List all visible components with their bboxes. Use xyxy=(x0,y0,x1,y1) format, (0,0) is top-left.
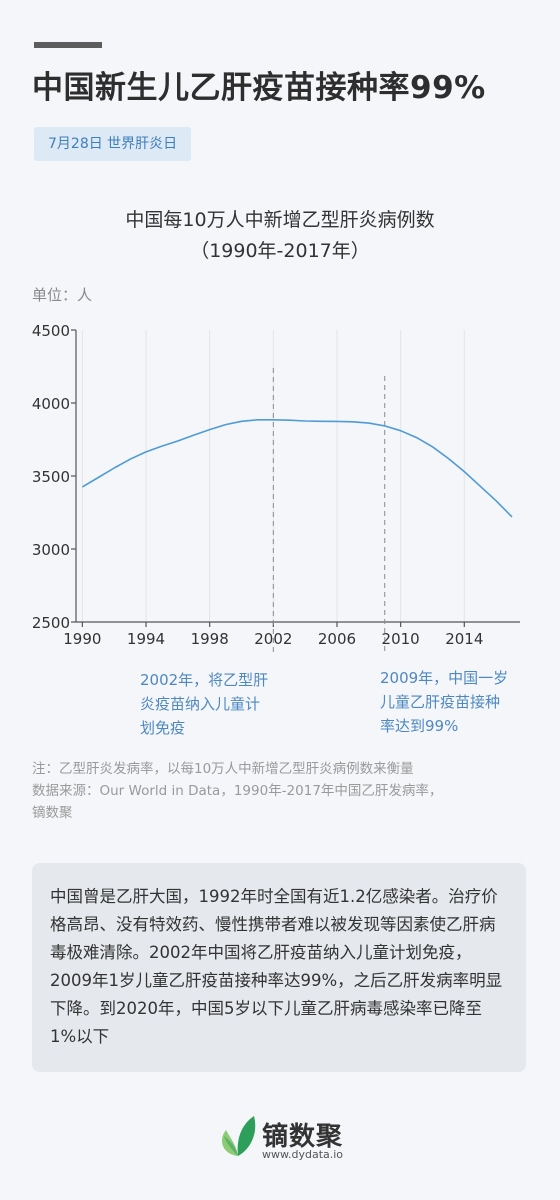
chart-subtitle: （1990年-2017年） xyxy=(190,240,370,262)
y-tick-label: 3000 xyxy=(32,541,70,559)
chart-title: 中国每10万人中新增乙型肝炎病例数 xyxy=(125,209,435,231)
y-tick-label: 4500 xyxy=(32,322,70,340)
leaf-logo-icon xyxy=(222,1116,256,1156)
chart-notes: 注：乙型肝炎发病率，以每10万人中新增乙型肝炎病例数来衡量 数据来源：Our W… xyxy=(32,758,532,824)
annotation-2002: 2002年，将乙型肝 炎疫苗纳入儿童计 划免疫 xyxy=(140,668,268,740)
brand-name: 镝数聚 xyxy=(262,1122,344,1152)
page-title: 中国新生儿乙肝疫苗接种率99% xyxy=(32,70,486,106)
brand-url: www.dydata.io xyxy=(262,1148,344,1161)
x-tick-label: 1994 xyxy=(127,630,165,648)
summary-box: 中国曾是乙肝大国，1992年时全国有近1.2亿感染者。治疗价格高昂、没有特效药、… xyxy=(32,863,526,1072)
chart-unit-label: 单位：人 xyxy=(32,286,93,304)
note-definition: 注：乙型肝炎发病率，以每10万人中新增乙型肝炎病例数来衡量 xyxy=(32,761,414,777)
x-tick-label: 1998 xyxy=(191,630,229,648)
x-tick-label: 1990 xyxy=(63,630,101,648)
y-tick-label: 4000 xyxy=(32,395,70,413)
x-tick-label: 2014 xyxy=(445,630,483,648)
header-accent-bar xyxy=(34,42,102,48)
x-tick-label: 2010 xyxy=(382,630,420,648)
series-line xyxy=(81,419,513,518)
y-tick-label: 3500 xyxy=(32,468,70,486)
note-source-brand: 镝数聚 xyxy=(32,805,73,821)
annotation-2009-line: 儿童乙肝疫苗接种 xyxy=(380,693,501,711)
annotation-2009-line: 率达到99% xyxy=(380,717,459,735)
summary-text: 中国曾是乙肝大国，1992年时全国有近1.2亿感染者。治疗价格高昂、没有特效药、… xyxy=(50,887,503,1046)
annotation-2009-line: 2009年，中国一岁 xyxy=(380,669,509,687)
date-badge: 7月28日 世界肝炎日 xyxy=(34,127,192,161)
y-tick-label: 2500 xyxy=(32,614,70,632)
annotation-2002-line: 2002年，将乙型肝 xyxy=(140,671,269,689)
annotation-2009: 2009年，中国一岁 儿童乙肝疫苗接种 率达到99% xyxy=(380,666,508,738)
x-tick-label: 2006 xyxy=(318,630,356,648)
note-source: 数据来源：Our World in Data，1990年-2017年中国乙肝发病… xyxy=(32,783,443,799)
annotation-2002-line: 炎疫苗纳入儿童计 xyxy=(140,695,261,713)
annotation-2002-line: 划免疫 xyxy=(140,719,186,737)
